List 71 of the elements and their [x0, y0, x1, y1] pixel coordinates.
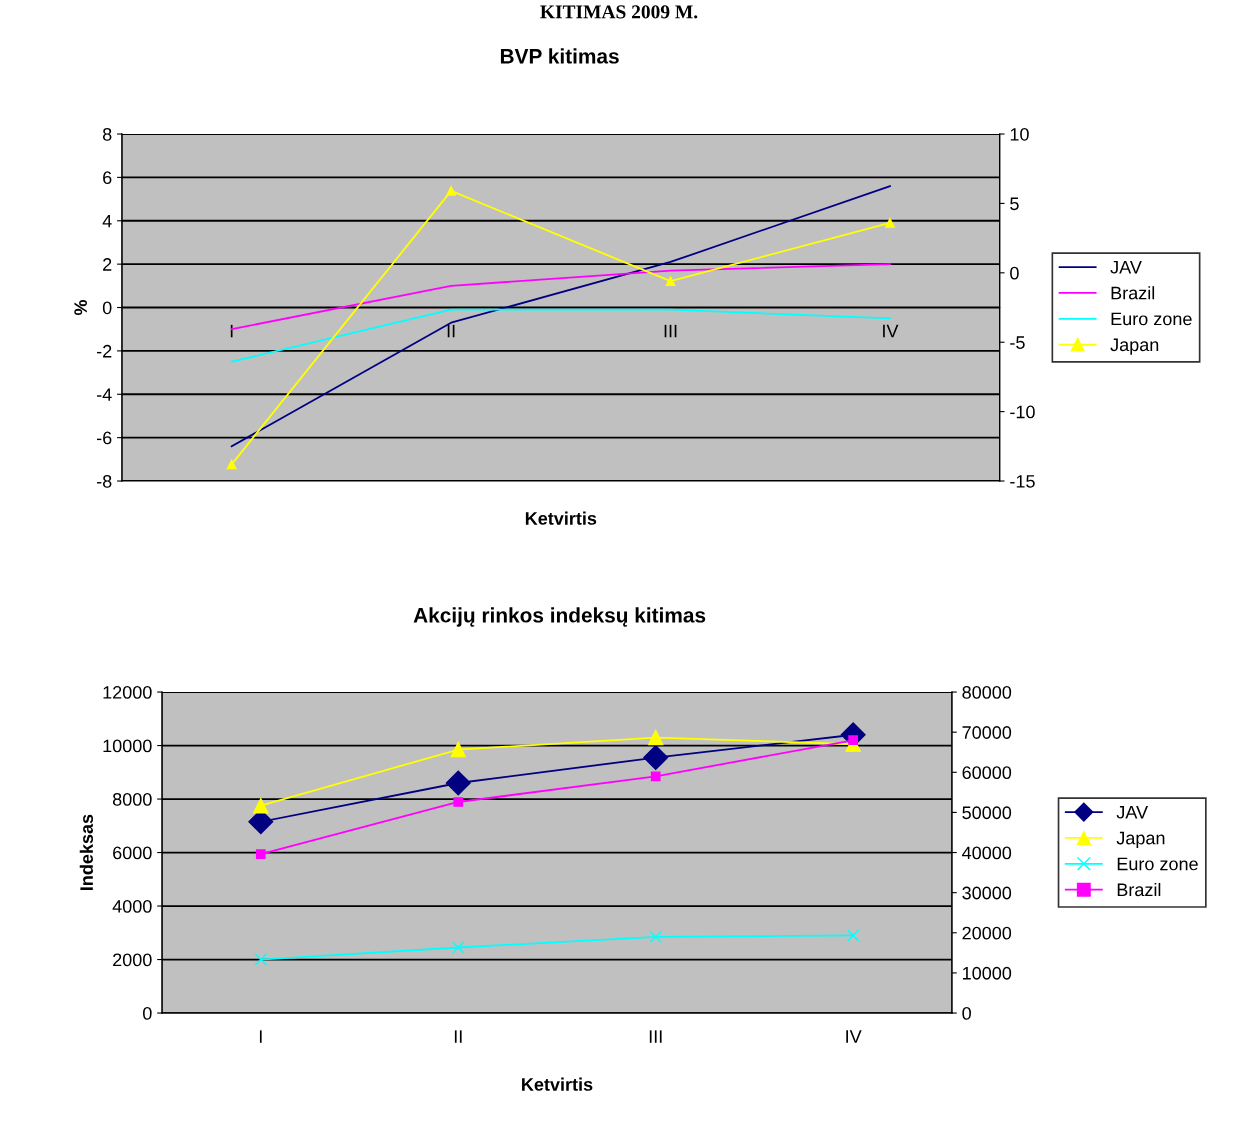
point — [450, 741, 466, 758]
y2-tick-label: 0 — [962, 1006, 971, 1020]
point — [648, 729, 664, 746]
y-tick-label: 6000 — [113, 846, 152, 860]
y2-tick-label: -15 — [1010, 475, 1035, 488]
point — [446, 186, 456, 196]
point — [643, 745, 669, 771]
y-tick-label: 6 — [103, 171, 112, 185]
point — [226, 459, 237, 470]
legend-label: Euro zone — [1111, 312, 1192, 326]
y2-tick-label: 5 — [1010, 197, 1019, 211]
y-axis-title: % — [74, 299, 88, 316]
point — [649, 930, 662, 944]
point — [846, 929, 860, 942]
legend-label: Japan — [1116, 831, 1165, 849]
point — [848, 735, 859, 746]
y-tick-label: 10000 — [103, 739, 152, 753]
x-axis-title: Ketvirtis — [525, 511, 597, 525]
y-tick-label: 4 — [102, 214, 112, 228]
y-tick-label: 4000 — [112, 899, 152, 913]
y2-tick-label: 10 — [1010, 127, 1029, 141]
y-tick-label: -8 — [96, 474, 112, 488]
y2-tick-label: 60000 — [962, 766, 1012, 780]
y2-tick-label: -10 — [1010, 405, 1035, 419]
x-tick-label: III — [649, 1030, 662, 1043]
legend-label: Brazil — [1117, 882, 1161, 897]
y-tick-label: 0 — [102, 301, 112, 315]
legend-label: JAV — [1110, 260, 1142, 274]
chart-title: Akcijų rinkos indeksų kitimas — [413, 607, 706, 627]
y-tick-label: 8 — [102, 127, 112, 141]
y2-tick-label: 80000 — [962, 685, 1012, 699]
x-tick-label: I — [230, 324, 233, 338]
x-axis-title: Ketvirtis — [522, 1077, 593, 1091]
y-axis-title: Indeksas — [79, 814, 93, 890]
y-tick-label: -2 — [96, 344, 112, 358]
y2-tick-label: 30000 — [962, 886, 1012, 900]
point — [451, 941, 465, 954]
y-tick-label: -4 — [96, 388, 112, 401]
point — [254, 953, 268, 966]
y-tick-label: 0 — [143, 1006, 152, 1020]
text: KITIMAS 2009 M. — [540, 5, 698, 19]
legend-label: Euro zone — [1117, 857, 1198, 871]
y2-tick-label: 10000 — [963, 966, 1012, 980]
point — [255, 849, 266, 860]
y2-tick-label: 20000 — [962, 926, 1012, 940]
y-tick-label: 12000 — [103, 685, 152, 699]
point — [445, 770, 471, 796]
point — [453, 797, 464, 807]
legend-label: Brazil — [1111, 286, 1155, 300]
y-tick-label: 8000 — [112, 792, 152, 806]
y2-tick-label: -5 — [1010, 336, 1025, 349]
y-tick-label: 2 — [103, 258, 112, 271]
y2-tick-label: 40000 — [962, 846, 1012, 860]
legend-label: JAV — [1116, 806, 1149, 819]
x-tick-label: III — [664, 324, 677, 338]
y2-tick-label: 50000 — [962, 806, 1012, 820]
x-tick-label: II — [454, 1030, 462, 1043]
y2-tick-label: 0 — [1010, 266, 1019, 280]
chart-title: BVP kitimas — [500, 48, 619, 64]
point — [253, 798, 269, 814]
y-tick-label: 2000 — [113, 953, 152, 967]
x-tick-label: IV — [846, 1030, 862, 1043]
point — [665, 276, 676, 287]
y-tick-label: -6 — [96, 431, 112, 445]
x-tick-label: I — [259, 1030, 262, 1043]
point — [650, 771, 661, 782]
x-tick-label: II — [447, 324, 455, 338]
point — [885, 217, 895, 228]
legend-label: Japan — [1110, 338, 1159, 355]
y2-tick-label: 70000 — [962, 726, 1012, 739]
x-tick-label: IV — [883, 324, 899, 338]
